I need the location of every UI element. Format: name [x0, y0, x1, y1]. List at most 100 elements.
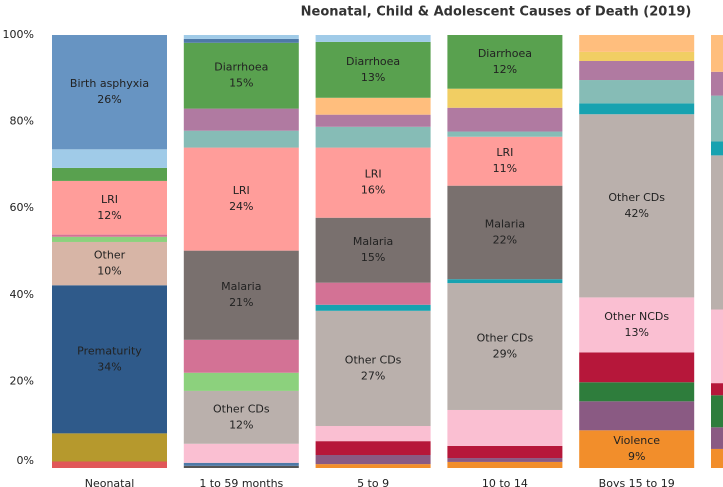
bar-segment — [711, 155, 723, 310]
bar-segment — [447, 283, 563, 410]
y-tick-label: 80% — [10, 115, 34, 128]
bar-segment — [447, 136, 563, 186]
segment-value-label: 22% — [493, 233, 517, 246]
bar-segment — [315, 97, 431, 115]
bar-segment — [183, 339, 299, 373]
segment-label: Birth asphyxia — [70, 77, 149, 90]
segment-label: Violence — [613, 434, 660, 447]
bar-segment — [52, 149, 167, 168]
bar-segment — [579, 352, 695, 383]
y-tick-label: 0% — [17, 454, 34, 467]
bar-segment — [52, 241, 167, 286]
bar-segment — [711, 383, 723, 396]
segment-value-label: 12% — [229, 418, 253, 431]
segment-label: Malaria — [221, 280, 261, 293]
segment-label: LRI — [496, 146, 513, 159]
bar-segment — [447, 107, 563, 132]
bar-segment — [711, 141, 723, 156]
x-tick-label: Boys 15 to 19 — [599, 477, 675, 487]
bar-segment — [52, 180, 167, 235]
bar-segment — [447, 445, 563, 459]
bar-segment — [579, 401, 695, 431]
segment-label: LRI — [365, 168, 382, 181]
bar-segment — [711, 309, 723, 384]
segment-value-label: 24% — [229, 200, 253, 213]
bar-segment — [183, 147, 299, 251]
segment-label: Other CDs — [608, 191, 665, 204]
x-tick-label: 10 to 14 — [482, 477, 528, 487]
segment-value-label: 15% — [361, 251, 385, 264]
bar-segment — [52, 234, 167, 237]
segment-value-label: 12% — [97, 209, 121, 222]
bar-segment — [447, 279, 563, 284]
bar-segment — [183, 372, 299, 391]
bar-segment — [579, 114, 695, 298]
bar-segment — [315, 114, 431, 127]
segment-label: Diarrhoea — [214, 61, 268, 74]
bar-segment — [183, 42, 299, 109]
bar-segment — [315, 464, 431, 468]
segment-value-label: 29% — [493, 348, 517, 361]
bar-segment — [315, 455, 431, 465]
bar-segment — [447, 461, 563, 468]
bar-segment — [711, 71, 723, 96]
bar-segment — [315, 147, 431, 218]
bar-segment — [183, 465, 299, 468]
segment-value-label: 9% — [628, 450, 645, 463]
bar-segment — [579, 430, 695, 468]
segment-label: LRI — [101, 193, 118, 206]
segment-label: Other NCDs — [604, 310, 669, 323]
bar-segment — [315, 425, 431, 442]
x-tick-label: 1 to 59 months — [199, 477, 283, 487]
bar-segment — [183, 35, 299, 39]
bar-segment — [52, 236, 167, 242]
segment-label: LRI — [233, 184, 250, 197]
segment-value-label: 13% — [361, 71, 385, 84]
bar-segment — [183, 38, 299, 43]
y-tick-label: 20% — [10, 374, 34, 387]
bar-segment — [579, 297, 695, 353]
bar-segment — [579, 51, 695, 61]
chart-title: Neonatal, Child & Adolescent Causes of D… — [301, 5, 692, 20]
y-tick-label: 100% — [3, 28, 34, 41]
bar-segment — [711, 448, 723, 468]
bar-segment — [711, 427, 723, 449]
bar-segment — [183, 390, 299, 444]
segment-value-label: 12% — [493, 63, 517, 76]
bar-segment — [315, 41, 431, 98]
y-tick-label: 60% — [10, 201, 34, 214]
segment-value-label: 34% — [97, 360, 121, 373]
bar-segment — [579, 382, 695, 402]
bar-segment — [447, 185, 563, 280]
segment-label: Other — [94, 249, 126, 262]
segment-label: Diarrhoea — [346, 55, 400, 68]
bar-segment — [183, 462, 299, 466]
bar-segment — [315, 126, 431, 148]
bar-segment — [183, 443, 299, 463]
segment-label: Other CDs — [213, 402, 270, 415]
segment-label: Malaria — [353, 235, 393, 248]
bar-segment — [447, 458, 563, 462]
bar-segment — [447, 35, 563, 89]
bar-segment — [447, 409, 563, 446]
segment-value-label: 21% — [229, 296, 253, 309]
bar-segment — [447, 131, 563, 137]
segment-value-label: 10% — [97, 265, 121, 278]
bar-segment — [52, 167, 167, 181]
bar-segment — [183, 108, 299, 131]
bar-segment — [183, 130, 299, 148]
segment-label: Diarrhoea — [478, 47, 532, 60]
segment-value-label: 11% — [493, 162, 517, 175]
y-tick-label: 40% — [10, 288, 34, 301]
bar-segment — [315, 304, 431, 311]
bar-segment — [183, 250, 299, 340]
bar-segment — [315, 217, 431, 283]
bar-segment — [711, 95, 723, 142]
bar-segment — [315, 35, 431, 42]
bar-segment — [315, 282, 431, 305]
segment-value-label: 42% — [624, 207, 648, 220]
segment-value-label: 26% — [97, 93, 121, 106]
bar-segment — [579, 60, 695, 81]
bar-segment — [315, 310, 431, 426]
